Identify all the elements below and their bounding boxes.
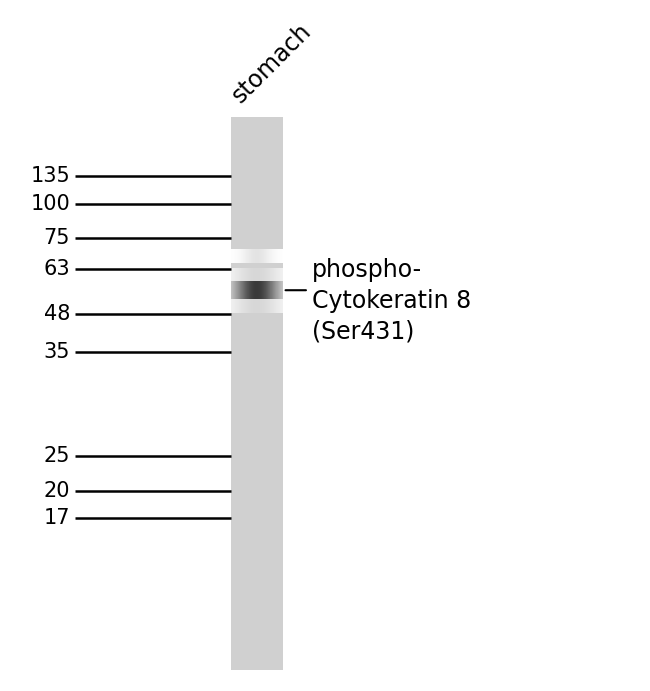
- Text: 25: 25: [44, 446, 70, 466]
- Text: 20: 20: [44, 481, 70, 500]
- Text: 35: 35: [44, 343, 70, 362]
- Text: 17: 17: [44, 509, 70, 528]
- Text: phospho-
Cytokeratin 8
(Ser431): phospho- Cytokeratin 8 (Ser431): [312, 258, 471, 343]
- Text: 135: 135: [31, 167, 70, 186]
- Text: 100: 100: [31, 194, 70, 214]
- Bar: [231, 117, 283, 670]
- Text: 63: 63: [44, 260, 70, 279]
- Text: 48: 48: [44, 305, 70, 324]
- Text: 75: 75: [44, 229, 70, 248]
- Text: stomach: stomach: [227, 19, 315, 107]
